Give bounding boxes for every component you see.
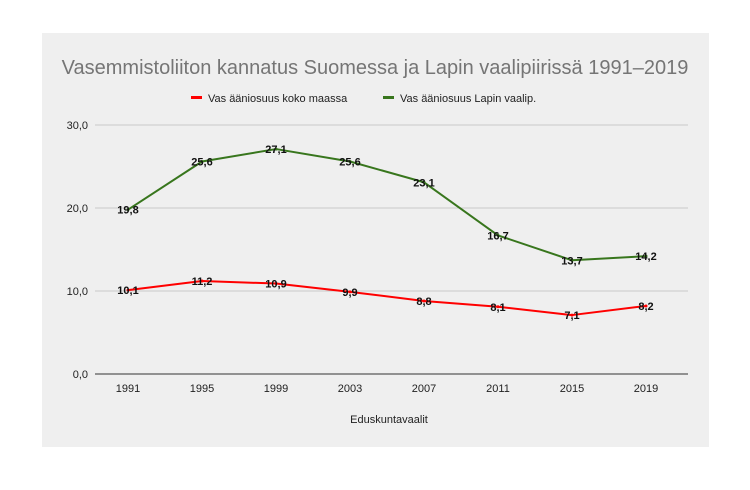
data-label: 8,8 — [416, 296, 431, 308]
data-point — [348, 160, 352, 164]
y-tick-label: 10,0 — [67, 286, 88, 298]
legend-label-national: Vas ääniosuus koko maassa — [208, 93, 348, 105]
data-label: 8,1 — [490, 302, 505, 314]
data-label: 25,6 — [339, 157, 360, 169]
legend: Vas ääniosuus koko maassa Vas ääniosuus … — [191, 93, 536, 105]
data-label: 11,2 — [192, 276, 213, 288]
gridlines — [95, 124, 688, 375]
chart-title: Vasemmistoliiton kannatus Suomessa ja La… — [62, 57, 689, 79]
data-point — [644, 254, 648, 258]
data-label: 13,7 — [561, 255, 582, 267]
data-label: 23,1 — [413, 177, 434, 189]
data-label: 10,1 — [117, 285, 138, 297]
x-tick-label: 1999 — [264, 383, 288, 395]
data-label: 9,9 — [342, 287, 357, 299]
legend-label-lapland: Vas ääniosuus Lapin vaalip. — [400, 93, 536, 105]
data-point — [570, 258, 574, 262]
data-label: 25,6 — [191, 157, 212, 169]
data-label: 19,8 — [117, 205, 138, 217]
data-point — [422, 299, 426, 303]
series-line-lapland — [127, 148, 647, 262]
data-point — [496, 233, 500, 237]
y-tick-label: 20,0 — [67, 203, 88, 215]
data-point — [200, 160, 204, 164]
data-point — [274, 147, 278, 151]
line-chart: Vasemmistoliiton kannatus Suomessa ja La… — [62, 57, 689, 426]
x-tick-label: 2011 — [486, 383, 510, 395]
y-tick-label: 0,0 — [73, 369, 88, 381]
data-point — [348, 290, 352, 294]
data-label: 10,9 — [265, 279, 286, 291]
data-point — [570, 313, 574, 317]
data-point — [644, 304, 648, 308]
data-label: 7,1 — [564, 310, 579, 322]
data-labels: 10,1 11,2 10,9 9,9 8,8 8,1 7,1 8,2 19,8 25,6 27,1 2… — [117, 144, 656, 322]
data-point — [422, 180, 426, 184]
y-tick-label: 30,0 — [67, 120, 88, 132]
x-tick-label: 2015 — [560, 383, 584, 395]
chart-panel: Vasemmistoliiton kannatus Suomessa ja La… — [42, 33, 709, 447]
series-line-national — [127, 280, 647, 317]
series-lines — [126, 147, 648, 317]
x-tick-label: 2003 — [338, 383, 362, 395]
legend-swatch-lapland — [383, 96, 394, 99]
x-tick-label: 2007 — [412, 383, 436, 395]
data-point — [496, 305, 500, 309]
y-axis-ticks: 0,0 10,0 20,0 30,0 — [67, 120, 88, 381]
data-point — [126, 288, 130, 292]
data-label: 27,1 — [265, 144, 286, 156]
x-axis-ticks: 1991 1995 1999 2003 2007 2011 2015 2019 — [116, 383, 658, 395]
data-point — [274, 282, 278, 286]
data-point — [126, 208, 130, 212]
data-label: 14,2 — [635, 251, 656, 263]
data-point — [200, 279, 204, 283]
data-label: 8,2 — [638, 301, 653, 313]
x-tick-label: 1995 — [190, 383, 214, 395]
legend-swatch-national — [191, 96, 202, 99]
x-tick-label: 2019 — [634, 383, 658, 395]
x-axis-title: Eduskuntavaalit — [350, 414, 428, 426]
data-label: 16,7 — [487, 230, 508, 242]
x-tick-label: 1991 — [116, 383, 140, 395]
